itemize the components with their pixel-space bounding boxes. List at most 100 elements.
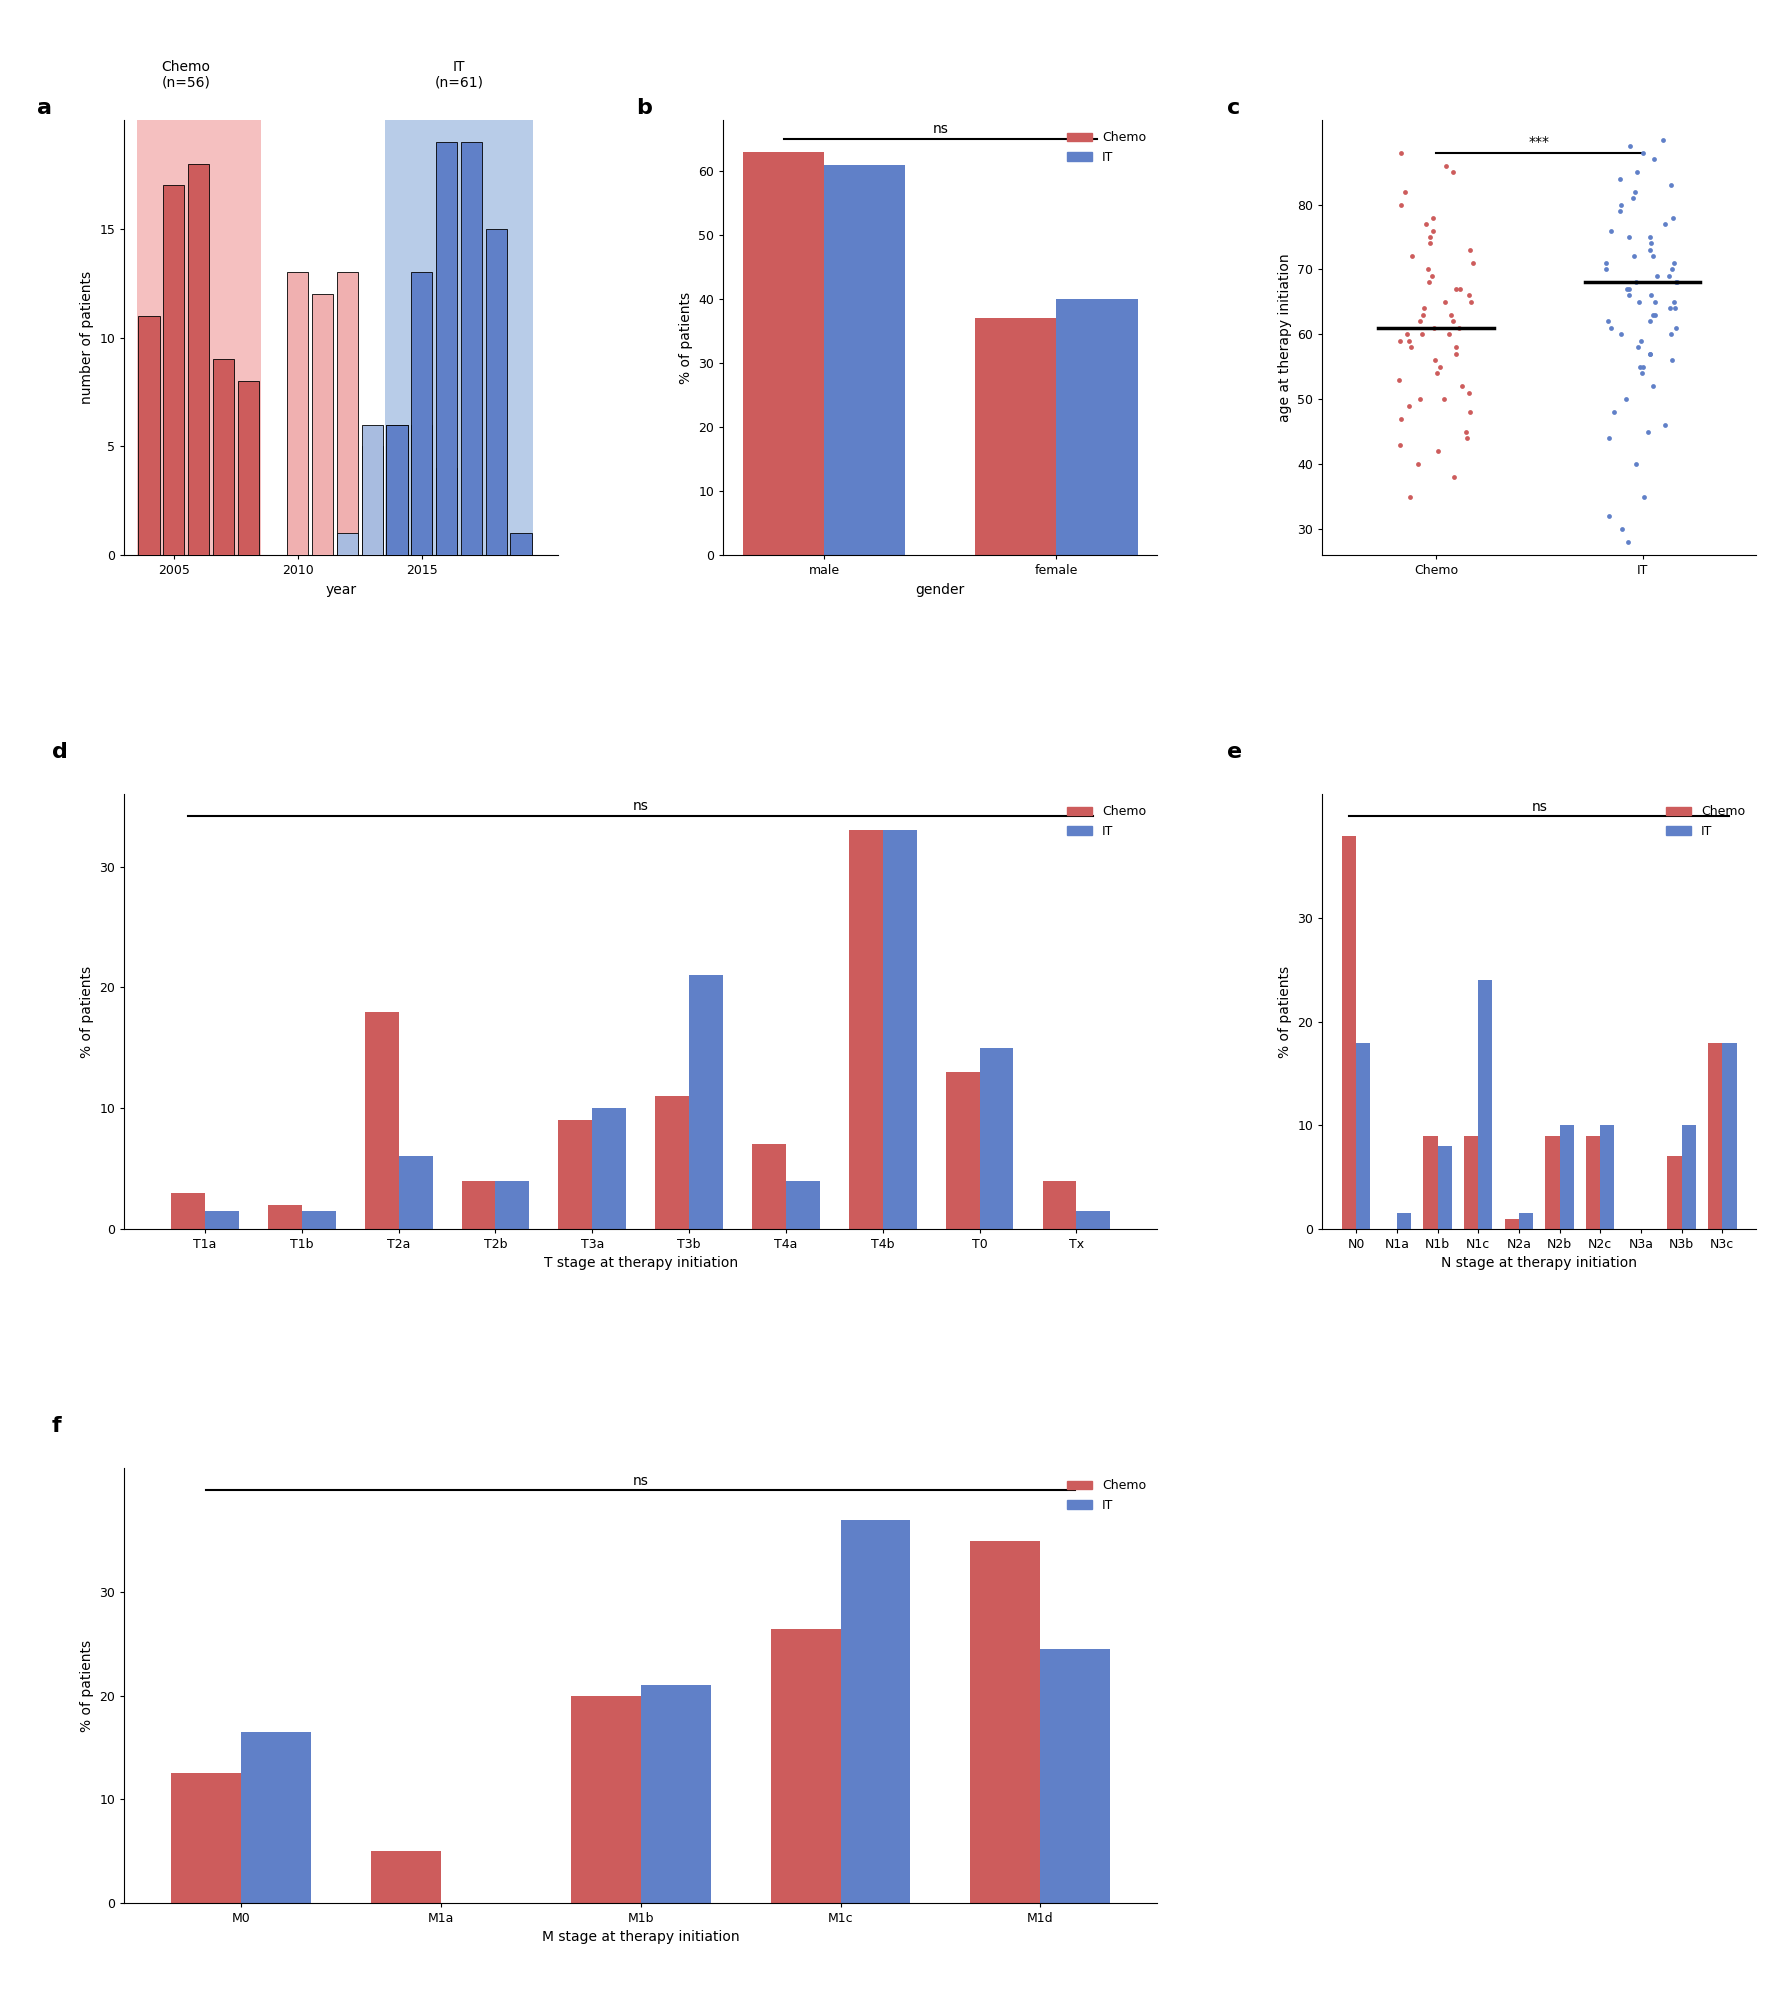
Point xyxy=(1636,228,1665,260)
Bar xyxy=(1340,835,1355,1230)
Point xyxy=(1390,176,1418,208)
Point xyxy=(1640,298,1668,330)
Point xyxy=(1418,312,1447,345)
Y-axis label: % of patients: % of patients xyxy=(80,965,94,1058)
Bar xyxy=(241,1733,310,1903)
Bar xyxy=(1504,1218,1518,1230)
Point xyxy=(1395,330,1424,363)
Bar xyxy=(188,164,209,555)
Point xyxy=(1420,345,1449,377)
Point xyxy=(1386,403,1415,435)
Point xyxy=(1661,266,1690,298)
Point xyxy=(1408,298,1436,330)
Point xyxy=(1386,136,1415,168)
Bar xyxy=(1477,979,1491,1230)
Bar xyxy=(206,1210,239,1230)
Bar xyxy=(1055,298,1136,555)
Point xyxy=(1445,272,1473,304)
Point xyxy=(1628,357,1656,389)
Point xyxy=(1636,278,1665,310)
Text: ***: *** xyxy=(1528,136,1550,150)
X-axis label: N stage at therapy initiation: N stage at therapy initiation xyxy=(1440,1256,1636,1270)
Point xyxy=(1658,202,1686,234)
Point xyxy=(1622,156,1651,188)
Point xyxy=(1429,383,1457,415)
Text: ns: ns xyxy=(1530,799,1546,813)
Point xyxy=(1397,240,1425,272)
Point xyxy=(1656,168,1684,200)
Point xyxy=(1621,176,1649,208)
Point xyxy=(1445,312,1473,345)
Bar xyxy=(1355,1044,1369,1230)
Legend: Chemo, IT: Chemo, IT xyxy=(1062,1474,1151,1516)
Bar xyxy=(970,1540,1039,1903)
Point xyxy=(1624,351,1652,383)
Point xyxy=(1656,345,1684,377)
Bar xyxy=(365,1012,399,1230)
Bar xyxy=(849,831,883,1230)
Bar xyxy=(385,120,534,555)
Point xyxy=(1422,357,1450,389)
Point xyxy=(1415,228,1443,260)
Bar xyxy=(1667,1156,1681,1230)
Point xyxy=(1454,278,1482,310)
Point xyxy=(1613,278,1642,310)
Point xyxy=(1640,286,1668,318)
Point xyxy=(1612,383,1640,415)
Point xyxy=(1418,214,1447,246)
Point xyxy=(1660,286,1688,318)
Bar xyxy=(654,1096,688,1230)
Point xyxy=(1619,240,1647,272)
Point xyxy=(1431,150,1459,182)
Text: ns: ns xyxy=(633,799,649,813)
Point xyxy=(1438,156,1466,188)
Point xyxy=(1619,182,1647,214)
Point xyxy=(1395,481,1424,513)
Bar xyxy=(268,1204,301,1230)
Bar xyxy=(1043,1180,1076,1230)
Point xyxy=(1456,234,1484,266)
Bar xyxy=(1422,1136,1436,1230)
Point xyxy=(1385,324,1413,357)
Bar xyxy=(163,186,184,555)
Point xyxy=(1438,461,1466,493)
Point xyxy=(1629,481,1658,513)
Bar xyxy=(1722,1044,1736,1230)
Bar xyxy=(1518,1214,1532,1230)
Point xyxy=(1654,292,1683,324)
Point xyxy=(1594,501,1622,533)
Bar xyxy=(337,533,358,555)
Point xyxy=(1385,365,1413,397)
Point xyxy=(1447,371,1475,403)
Point xyxy=(1635,220,1663,252)
Bar xyxy=(337,272,358,555)
Bar xyxy=(1463,1136,1477,1230)
Point xyxy=(1590,246,1619,278)
Point xyxy=(1661,266,1690,298)
Point xyxy=(1454,377,1482,409)
Point xyxy=(1635,234,1663,266)
Text: Chemo
(n=56): Chemo (n=56) xyxy=(161,60,211,90)
Bar xyxy=(137,120,261,555)
Bar xyxy=(743,152,824,555)
Point xyxy=(1408,292,1436,324)
Point xyxy=(1635,339,1663,371)
Bar xyxy=(975,318,1055,555)
Point xyxy=(1654,260,1683,292)
Point xyxy=(1441,339,1470,371)
Bar xyxy=(883,831,917,1230)
Bar xyxy=(238,381,259,555)
Point xyxy=(1456,397,1484,429)
Point xyxy=(1592,304,1621,337)
Point xyxy=(1425,351,1454,383)
Bar xyxy=(411,425,433,555)
Y-axis label: age at therapy initiation: age at therapy initiation xyxy=(1277,252,1291,423)
Point xyxy=(1613,527,1642,559)
Point xyxy=(1626,324,1654,357)
Point xyxy=(1621,266,1649,298)
Bar xyxy=(387,425,408,555)
Point xyxy=(1431,286,1459,318)
Point xyxy=(1424,435,1452,467)
Bar xyxy=(387,425,408,555)
Point xyxy=(1621,449,1649,481)
